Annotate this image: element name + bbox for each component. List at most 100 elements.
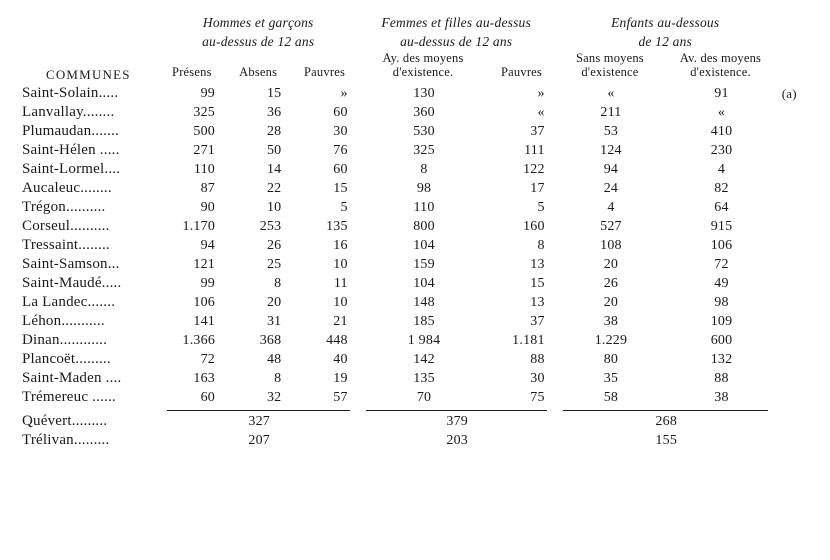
cell-absens: 48 bbox=[225, 350, 291, 369]
commune-name: Lanvallay........ bbox=[18, 103, 159, 122]
cell-pauvres: 60 bbox=[291, 160, 357, 179]
cell-pauvres2: « bbox=[488, 103, 554, 122]
cell-av-moyens: 82 bbox=[665, 179, 776, 198]
cell-ay-moyens: 360 bbox=[358, 103, 489, 122]
group-enfants-line2: de 12 ans bbox=[555, 33, 776, 52]
rule-group3 bbox=[563, 410, 768, 411]
cell-av-moyens: 600 bbox=[665, 331, 776, 350]
cell-presens: 163 bbox=[159, 369, 225, 388]
cell-absens: 15 bbox=[225, 84, 291, 103]
cell-pauvres: 10 bbox=[291, 293, 357, 312]
commune-name: Plancoët......... bbox=[18, 350, 159, 369]
cell-ay-moyens: 98 bbox=[358, 179, 489, 198]
cell-av-moyens: 106 bbox=[665, 236, 776, 255]
summary-group3: 268 bbox=[555, 412, 776, 431]
table-row: Trémereuc ......60325770755838 bbox=[18, 388, 812, 407]
cell-pauvres2: 111 bbox=[488, 141, 554, 160]
cell-pauvres2: 88 bbox=[488, 350, 554, 369]
cell-absens: 50 bbox=[225, 141, 291, 160]
cell-sans-moyens: 24 bbox=[555, 179, 666, 198]
cell-note bbox=[776, 274, 812, 293]
cell-av-moyens: 88 bbox=[665, 369, 776, 388]
cell-pauvres2: 17 bbox=[488, 179, 554, 198]
cell-pauvres2: 5 bbox=[488, 198, 554, 217]
header-group-row-1: Hommes et garçons Femmes et filles au-de… bbox=[18, 14, 812, 33]
cell-pauvres: 10 bbox=[291, 255, 357, 274]
cell-pauvres2: 37 bbox=[488, 312, 554, 331]
cell-ay-moyens: 148 bbox=[358, 293, 489, 312]
cell-pauvres2: 160 bbox=[488, 217, 554, 236]
cell-av-moyens: 132 bbox=[665, 350, 776, 369]
cell-absens: 8 bbox=[225, 274, 291, 293]
cell-sans-moyens: 20 bbox=[555, 293, 666, 312]
commune-name: Trélivan......... bbox=[18, 431, 159, 450]
table-row: La Landec.......1062010148132098 bbox=[18, 293, 812, 312]
cell-pauvres: 5 bbox=[291, 198, 357, 217]
commune-name: Léhon........... bbox=[18, 312, 159, 331]
cell-ay-moyens: 1 984 bbox=[358, 331, 489, 350]
cell-av-moyens: 91 bbox=[665, 84, 776, 103]
cell-pauvres: 40 bbox=[291, 350, 357, 369]
rule-group2 bbox=[366, 410, 547, 411]
summary-group3: 155 bbox=[555, 431, 776, 450]
cell-pauvres2: 30 bbox=[488, 369, 554, 388]
cell-note bbox=[776, 255, 812, 274]
table-row: Saint-Hélen .....2715076325111124230 bbox=[18, 141, 812, 160]
cell-ay-moyens: 325 bbox=[358, 141, 489, 160]
cell-av-moyens: 49 bbox=[665, 274, 776, 293]
cell-av-moyens: 410 bbox=[665, 122, 776, 141]
cell-pauvres: » bbox=[291, 84, 357, 103]
col-av-moyens: Av. des moyens d'existence. bbox=[665, 51, 776, 84]
cell-note bbox=[776, 160, 812, 179]
group-enfants-line1: Enfants au-dessous bbox=[555, 14, 776, 33]
cell-note bbox=[776, 312, 812, 331]
group-femmes-line2: au-dessus de 12 ans bbox=[358, 33, 555, 52]
col-presens: Présens bbox=[159, 51, 225, 84]
cell-presens: 271 bbox=[159, 141, 225, 160]
cell-pauvres: 15 bbox=[291, 179, 357, 198]
cell-pauvres: 11 bbox=[291, 274, 357, 293]
cell-absens: 32 bbox=[225, 388, 291, 407]
cell-presens: 110 bbox=[159, 160, 225, 179]
commune-name: Corseul.......... bbox=[18, 217, 159, 236]
cell-note bbox=[776, 217, 812, 236]
cell-ay-moyens: 530 bbox=[358, 122, 489, 141]
cell-note bbox=[776, 141, 812, 160]
table-row: Dinan............1.3663684481 9841.1811.… bbox=[18, 331, 812, 350]
table-row: Tressaint........9426161048108106 bbox=[18, 236, 812, 255]
cell-sans-moyens: 80 bbox=[555, 350, 666, 369]
table-row: Aucaleuc........87221598172482 bbox=[18, 179, 812, 198]
cell-pauvres2: 15 bbox=[488, 274, 554, 293]
table-row: Saint-Samson...1212510159132072 bbox=[18, 255, 812, 274]
cell-ay-moyens: 800 bbox=[358, 217, 489, 236]
group-hommes-line2: au-dessus de 12 ans bbox=[159, 33, 358, 52]
cell-presens: 60 bbox=[159, 388, 225, 407]
cell-sans-moyens: 211 bbox=[555, 103, 666, 122]
summary-group1: 207 bbox=[159, 431, 358, 450]
cell-note bbox=[776, 103, 812, 122]
cell-ay-moyens: 70 bbox=[358, 388, 489, 407]
cell-sans-moyens: 527 bbox=[555, 217, 666, 236]
cell-presens: 106 bbox=[159, 293, 225, 312]
commune-name: Saint-Hélen ..... bbox=[18, 141, 159, 160]
rule-group1 bbox=[167, 410, 350, 411]
cell-presens: 141 bbox=[159, 312, 225, 331]
cell-sans-moyens: « bbox=[555, 84, 666, 103]
census-table-page: Hommes et garçons Femmes et filles au-de… bbox=[0, 0, 830, 460]
cell-pauvres: 30 bbox=[291, 122, 357, 141]
cell-absens: 22 bbox=[225, 179, 291, 198]
cell-absens: 26 bbox=[225, 236, 291, 255]
cell-pauvres2: 122 bbox=[488, 160, 554, 179]
cell-presens: 121 bbox=[159, 255, 225, 274]
cell-av-moyens: 915 bbox=[665, 217, 776, 236]
cell-pauvres: 76 bbox=[291, 141, 357, 160]
cell-note bbox=[776, 331, 812, 350]
cell-presens: 500 bbox=[159, 122, 225, 141]
commune-name: Saint-Maden .... bbox=[18, 369, 159, 388]
table-row: Corseul..........1.170253135800160527915 bbox=[18, 217, 812, 236]
cell-presens: 325 bbox=[159, 103, 225, 122]
cell-note: (a) bbox=[776, 84, 812, 103]
cell-absens: 20 bbox=[225, 293, 291, 312]
cell-pauvres: 21 bbox=[291, 312, 357, 331]
cell-presens: 90 bbox=[159, 198, 225, 217]
